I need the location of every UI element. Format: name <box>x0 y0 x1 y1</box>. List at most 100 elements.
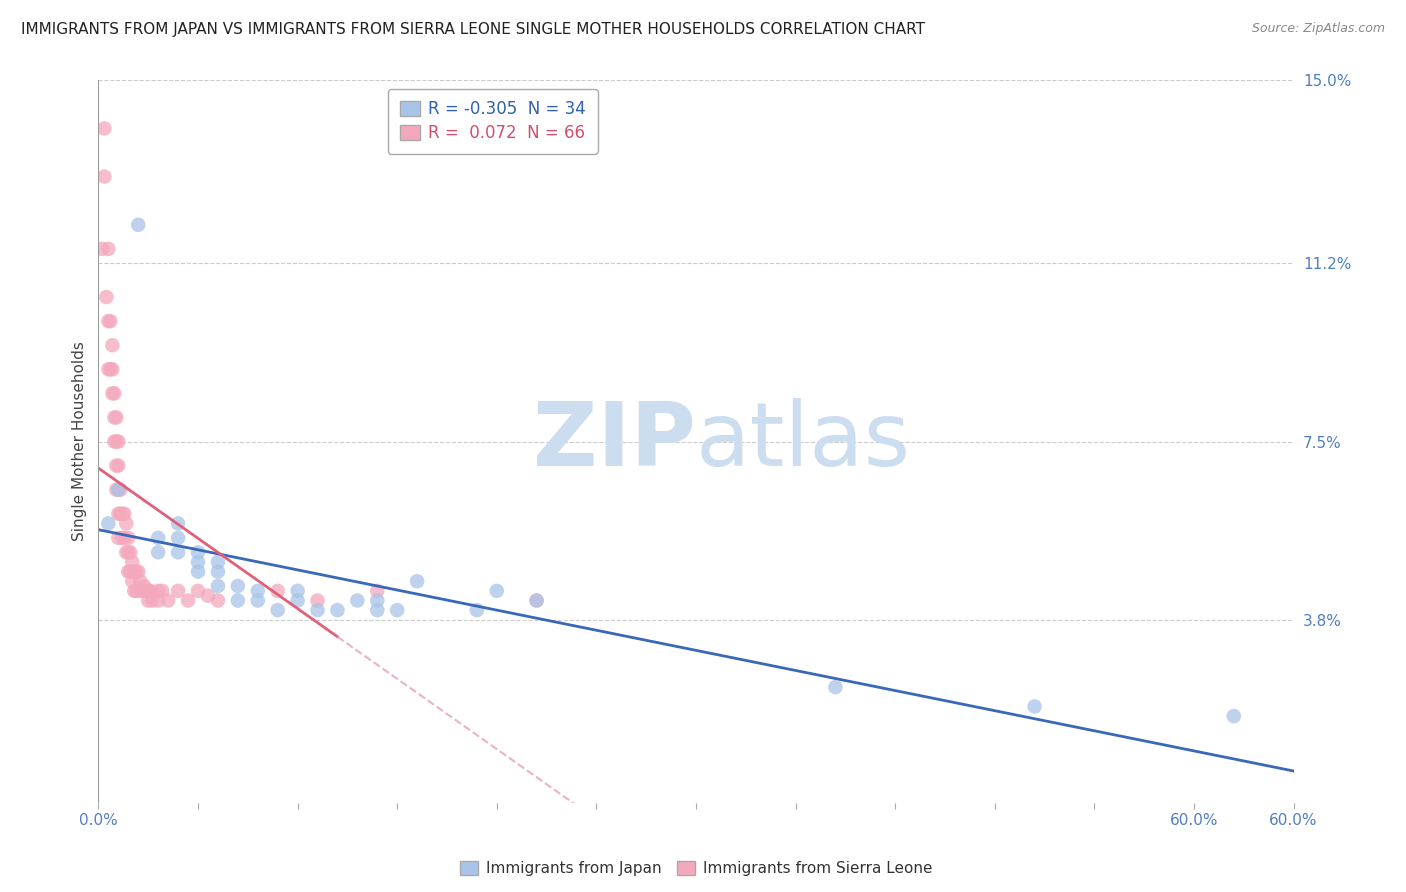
Text: Source: ZipAtlas.com: Source: ZipAtlas.com <box>1251 22 1385 36</box>
Point <box>167 545 190 559</box>
Point <box>121 555 143 569</box>
Point <box>1223 709 1246 723</box>
Point <box>110 507 132 521</box>
Point <box>105 458 128 473</box>
Point <box>107 434 129 449</box>
Point <box>207 579 229 593</box>
Point <box>105 434 128 449</box>
Point <box>124 583 146 598</box>
Point <box>167 583 190 598</box>
Point <box>326 603 349 617</box>
Point <box>136 593 159 607</box>
Point <box>287 593 309 607</box>
Point <box>121 574 143 589</box>
Point <box>267 603 290 617</box>
Point <box>187 565 209 579</box>
Point <box>127 583 149 598</box>
Point <box>287 583 309 598</box>
Point <box>226 593 249 607</box>
Point <box>125 583 148 598</box>
Y-axis label: Single Mother Households: Single Mother Households <box>72 342 87 541</box>
Point <box>120 565 142 579</box>
Point <box>346 593 368 607</box>
Point <box>117 531 139 545</box>
Point <box>139 583 162 598</box>
Text: atlas: atlas <box>696 398 911 485</box>
Text: IMMIGRANTS FROM JAPAN VS IMMIGRANTS FROM SIERRA LEONE SINGLE MOTHER HOUSEHOLDS C: IMMIGRANTS FROM JAPAN VS IMMIGRANTS FROM… <box>21 22 925 37</box>
Point <box>107 531 129 545</box>
Point <box>207 555 229 569</box>
Point <box>148 531 170 545</box>
Point <box>103 410 125 425</box>
Point <box>1024 699 1046 714</box>
Point <box>157 593 180 607</box>
Point <box>141 593 163 607</box>
Point <box>226 579 249 593</box>
Point <box>127 218 149 232</box>
Point <box>127 565 149 579</box>
Point <box>246 583 269 598</box>
Point <box>526 593 548 607</box>
Point <box>465 603 488 617</box>
Point <box>111 507 134 521</box>
Point <box>91 242 114 256</box>
Point <box>98 314 122 328</box>
Point <box>207 593 229 607</box>
Point <box>366 603 388 617</box>
Point <box>107 458 129 473</box>
Point <box>267 583 290 598</box>
Point <box>366 593 388 607</box>
Point <box>107 483 129 497</box>
Point <box>187 555 209 569</box>
Point <box>97 242 120 256</box>
Point <box>307 593 329 607</box>
Point <box>148 583 170 598</box>
Point <box>526 593 548 607</box>
Point <box>112 507 135 521</box>
Point <box>246 593 269 607</box>
Point <box>167 516 190 531</box>
Point <box>98 362 122 376</box>
Point <box>385 603 409 617</box>
Point <box>148 593 170 607</box>
Point <box>97 314 120 328</box>
Point <box>120 545 142 559</box>
Legend: Immigrants from Japan, Immigrants from Sierra Leone: Immigrants from Japan, Immigrants from S… <box>453 854 939 884</box>
Point <box>485 583 508 598</box>
Point <box>93 121 115 136</box>
Point <box>101 338 124 352</box>
Point <box>101 362 124 376</box>
Point <box>107 483 129 497</box>
Point <box>105 410 128 425</box>
Point <box>824 680 846 694</box>
Point <box>105 483 128 497</box>
Point <box>134 579 156 593</box>
Point <box>97 362 120 376</box>
Point <box>93 169 115 184</box>
Point <box>366 583 388 598</box>
Point <box>136 583 159 598</box>
Point <box>131 583 153 598</box>
Point <box>101 386 124 401</box>
Point <box>111 531 134 545</box>
Point <box>96 290 118 304</box>
Point <box>307 603 329 617</box>
Point <box>187 583 209 598</box>
Point <box>150 583 173 598</box>
Point <box>207 565 229 579</box>
Point <box>148 545 170 559</box>
Point <box>177 593 200 607</box>
Point <box>129 574 152 589</box>
Point <box>112 531 135 545</box>
Point <box>117 565 139 579</box>
Point <box>187 545 209 559</box>
Point <box>115 516 138 531</box>
Point <box>103 434 125 449</box>
Point <box>406 574 429 589</box>
Point <box>167 531 190 545</box>
Point <box>107 507 129 521</box>
Text: ZIP: ZIP <box>533 398 696 485</box>
Point <box>115 545 138 559</box>
Point <box>110 483 132 497</box>
Point <box>124 565 146 579</box>
